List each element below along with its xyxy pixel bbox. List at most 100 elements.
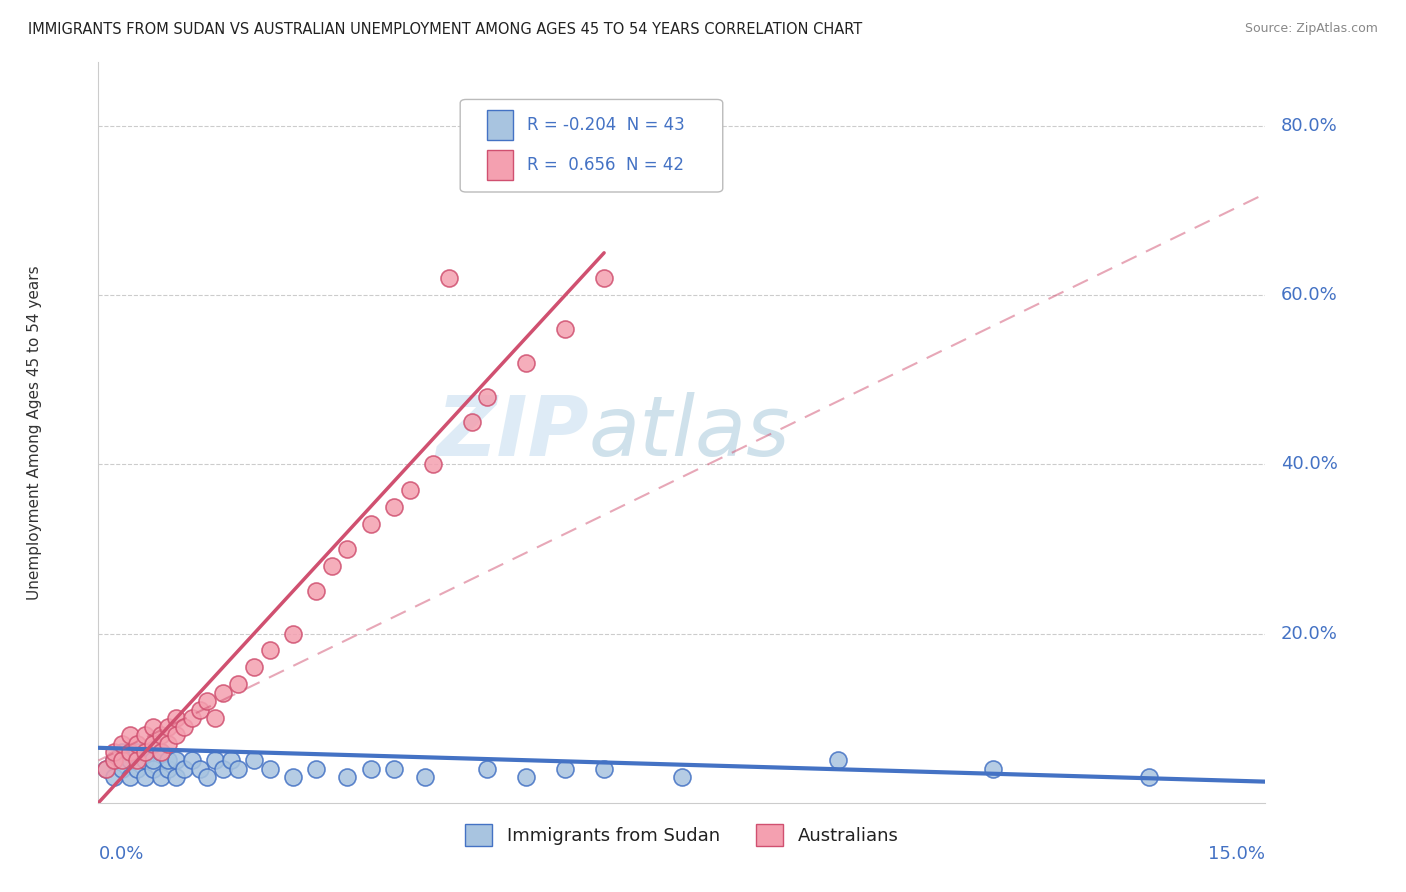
Point [554, 762, 576, 776]
Point [118, 745, 141, 759]
Point [212, 762, 235, 776]
Point [142, 762, 165, 776]
Point [336, 541, 359, 556]
Point [360, 516, 382, 531]
Point [554, 322, 576, 336]
Point [195, 771, 218, 785]
Point [422, 458, 444, 472]
Point [259, 762, 281, 776]
Point [127, 745, 149, 759]
Text: 15.0%: 15.0% [1208, 845, 1265, 863]
Point [243, 754, 266, 768]
Point [382, 762, 405, 776]
Point [593, 762, 616, 776]
Point [103, 754, 125, 768]
Point [305, 762, 328, 776]
FancyBboxPatch shape [486, 110, 513, 140]
Point [111, 745, 134, 759]
Point [103, 754, 125, 768]
Point [593, 271, 616, 285]
Point [142, 737, 165, 751]
Point [127, 762, 149, 776]
Point [204, 754, 226, 768]
Point [149, 745, 172, 759]
Point [515, 356, 537, 370]
Point [212, 686, 235, 700]
Point [219, 754, 242, 768]
Point [142, 720, 165, 734]
Point [157, 762, 180, 776]
Point [204, 711, 226, 725]
Legend: Immigrants from Sudan, Australians: Immigrants from Sudan, Australians [458, 816, 905, 853]
Point [173, 720, 195, 734]
Point [96, 762, 118, 776]
Point [118, 754, 141, 768]
Text: R = -0.204  N = 43: R = -0.204 N = 43 [527, 116, 685, 134]
Point [165, 754, 187, 768]
Text: 80.0%: 80.0% [1281, 117, 1337, 135]
Point [195, 694, 218, 708]
Point [671, 771, 693, 785]
Point [127, 737, 149, 751]
Point [165, 711, 187, 725]
Point [188, 762, 211, 776]
Point [103, 745, 125, 759]
FancyBboxPatch shape [486, 150, 513, 180]
Text: 20.0%: 20.0% [1281, 624, 1339, 642]
Point [149, 745, 172, 759]
Point [134, 754, 156, 768]
Point [173, 762, 195, 776]
FancyBboxPatch shape [460, 99, 723, 192]
Point [382, 500, 405, 514]
Point [180, 754, 202, 768]
Point [111, 737, 134, 751]
Point [180, 711, 202, 725]
Point [134, 745, 156, 759]
Point [118, 771, 141, 785]
Point [360, 762, 382, 776]
Point [165, 728, 187, 742]
Point [134, 728, 156, 742]
Point [259, 643, 281, 657]
Text: Source: ZipAtlas.com: Source: ZipAtlas.com [1244, 22, 1378, 36]
Point [477, 390, 499, 404]
Text: 40.0%: 40.0% [1281, 455, 1339, 474]
Point [149, 771, 172, 785]
Point [134, 771, 156, 785]
Point [281, 626, 304, 640]
Point [157, 754, 180, 768]
Point [281, 771, 304, 785]
Text: IMMIGRANTS FROM SUDAN VS AUSTRALIAN UNEMPLOYMENT AMONG AGES 45 TO 54 YEARS CORRE: IMMIGRANTS FROM SUDAN VS AUSTRALIAN UNEM… [28, 22, 862, 37]
Point [477, 762, 499, 776]
Point [96, 762, 118, 776]
Point [827, 754, 849, 768]
Text: Unemployment Among Ages 45 to 54 years: Unemployment Among Ages 45 to 54 years [27, 265, 42, 600]
Point [515, 771, 537, 785]
Point [413, 771, 436, 785]
Text: R =  0.656  N = 42: R = 0.656 N = 42 [527, 156, 683, 174]
Point [165, 771, 187, 785]
Text: ZIP: ZIP [436, 392, 589, 473]
Point [127, 754, 149, 768]
Point [111, 754, 134, 768]
Point [149, 728, 172, 742]
Point [461, 415, 484, 429]
Point [981, 762, 1004, 776]
Point [1137, 771, 1160, 785]
Point [228, 762, 250, 776]
Text: 0.0%: 0.0% [98, 845, 143, 863]
Point [118, 728, 141, 742]
Point [228, 677, 250, 691]
Point [103, 771, 125, 785]
Point [321, 558, 343, 573]
Point [157, 737, 180, 751]
Point [398, 483, 420, 497]
Point [336, 771, 359, 785]
Text: atlas: atlas [589, 392, 790, 473]
Point [437, 271, 460, 285]
Point [305, 584, 328, 599]
Point [142, 754, 165, 768]
Point [188, 703, 211, 717]
Text: 60.0%: 60.0% [1281, 286, 1337, 304]
Point [243, 660, 266, 674]
